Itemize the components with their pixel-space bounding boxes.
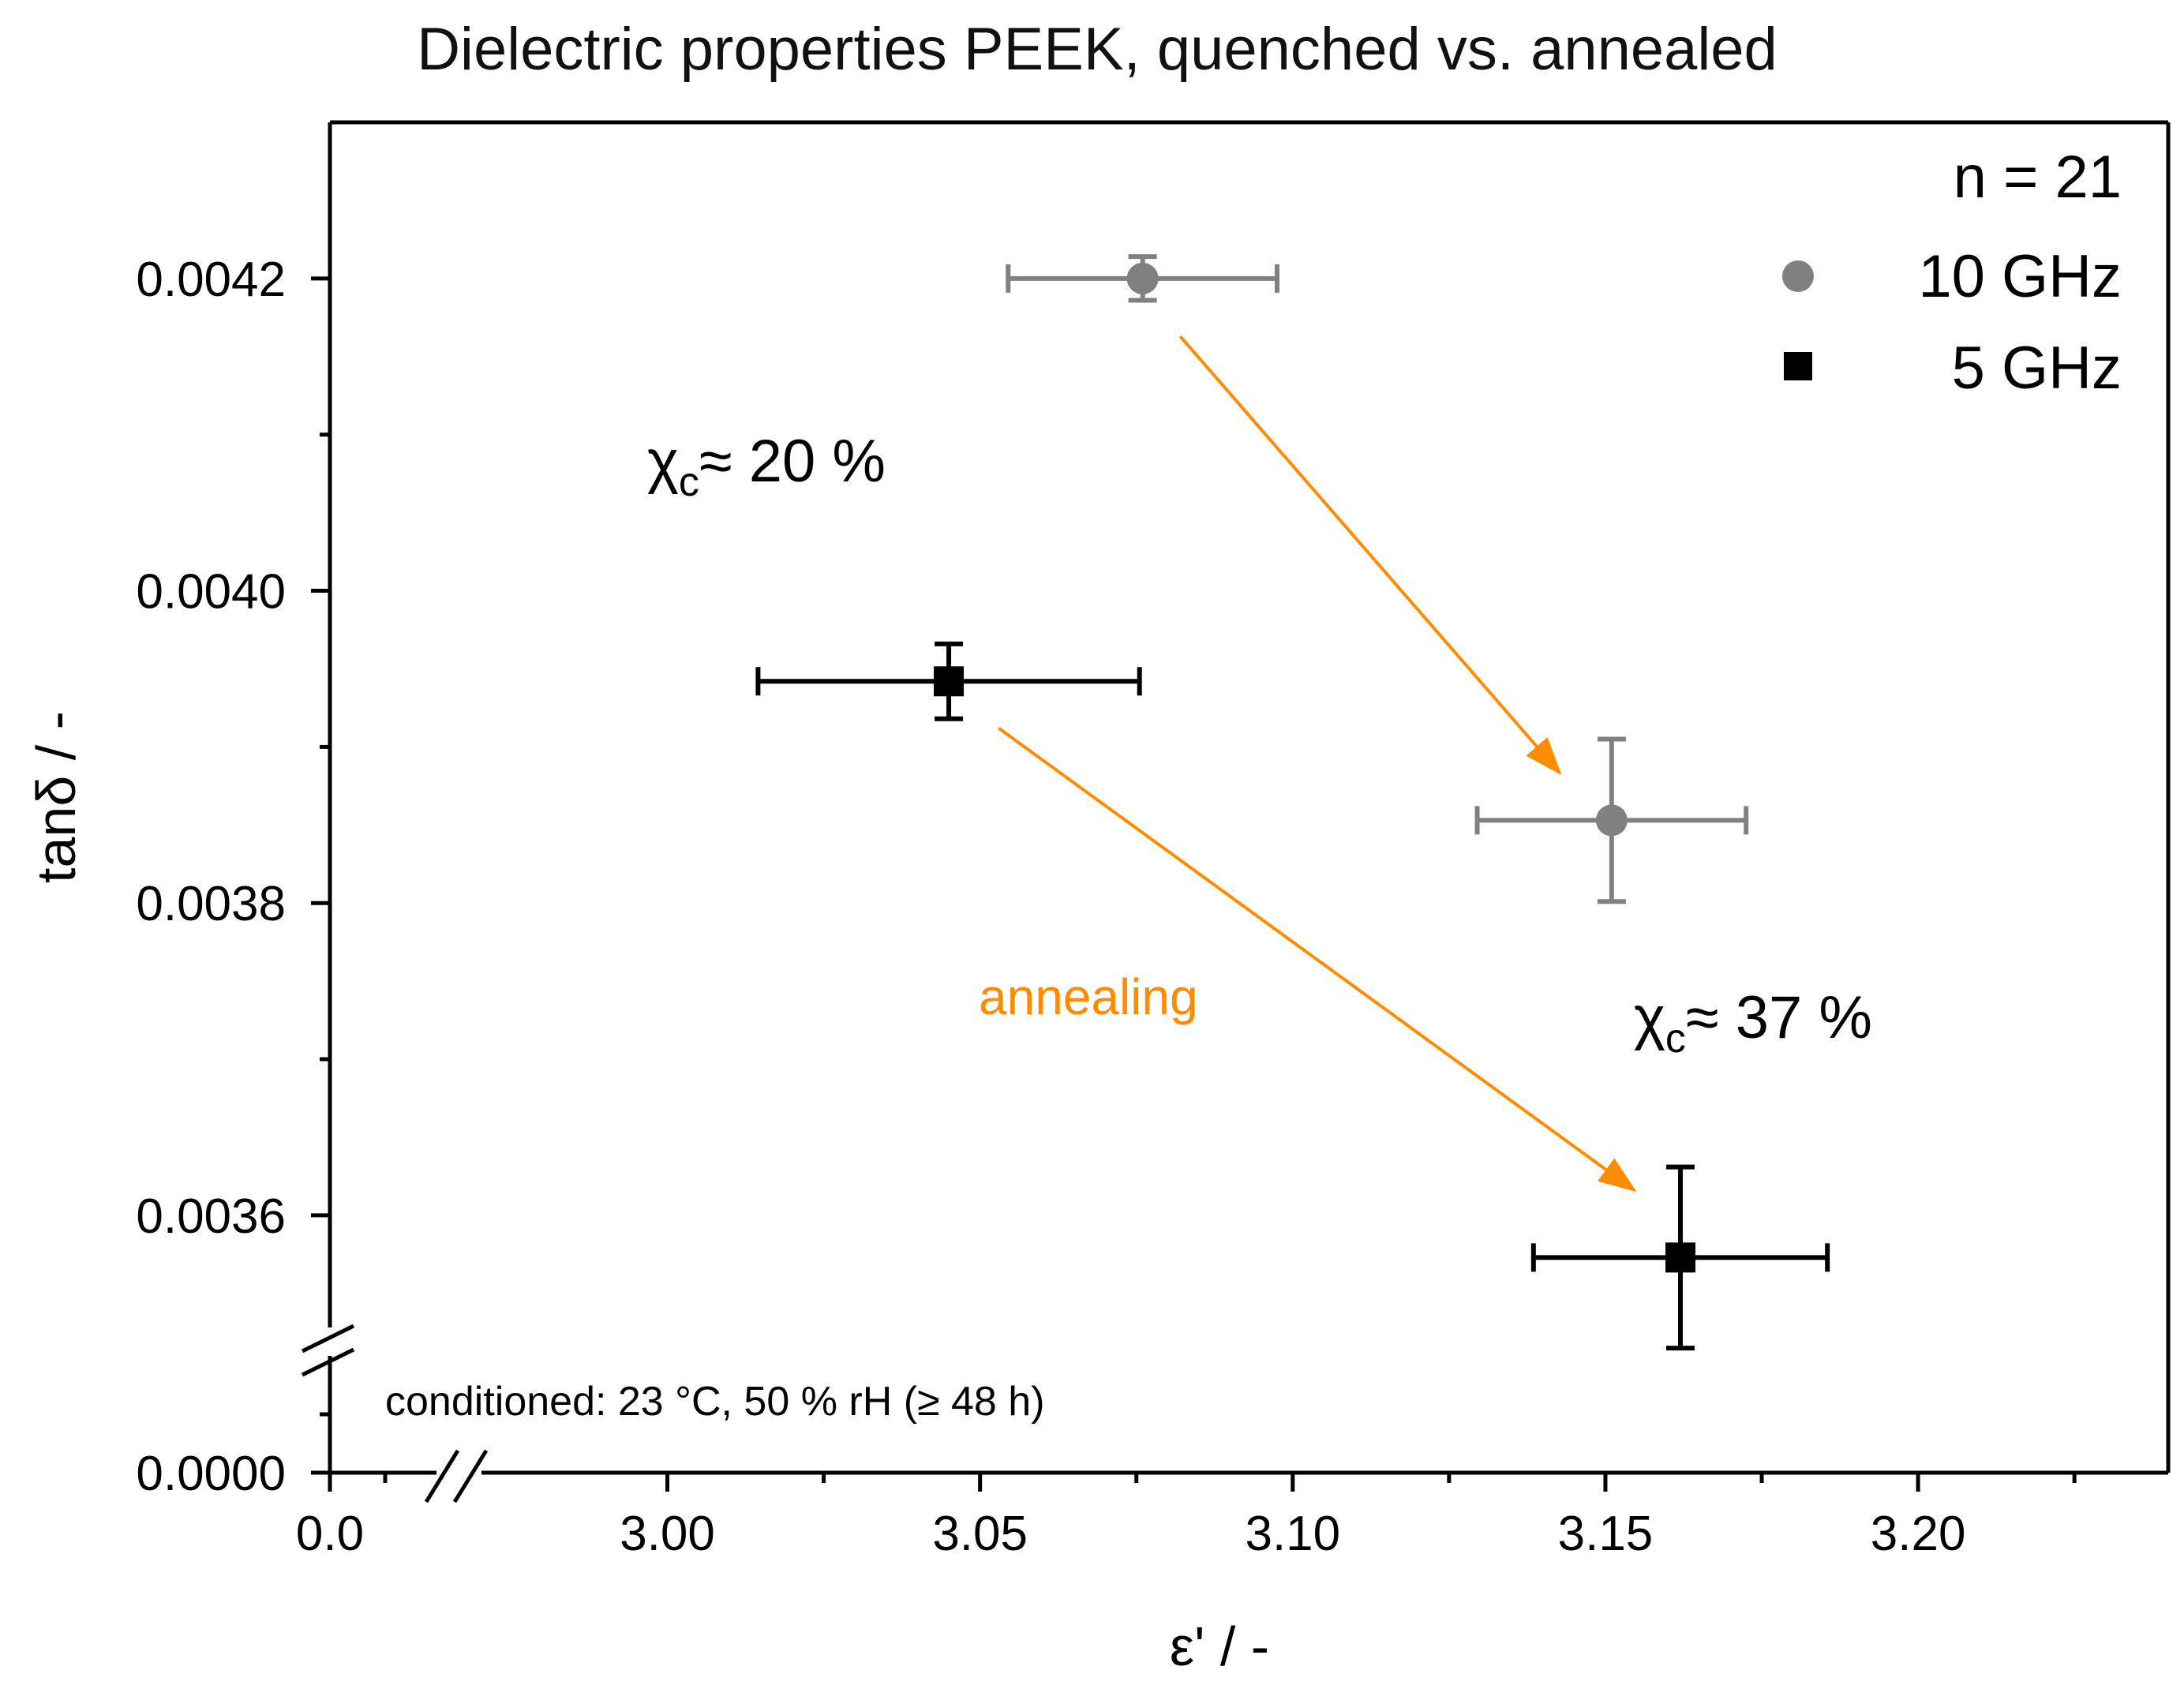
- x-tick-label: 0.0: [296, 1507, 364, 1561]
- x-axis-break-mark: [452, 1449, 489, 1503]
- chi-symbol: χ: [647, 428, 679, 495]
- marker-square: [934, 666, 965, 697]
- marker-circle: [1126, 262, 1159, 294]
- marker-square: [1665, 1242, 1696, 1273]
- legend-marker-10ghz: [1782, 260, 1814, 292]
- quenched-crystallinity-label: χc≈ 20 %: [647, 428, 886, 505]
- tick-labels: 0.0 3.00 3.05 3.10 3.15 3.20 0.0000 0.0036 0.003…: [136, 253, 1965, 1561]
- data-point-10ghz: [1006, 254, 1280, 303]
- x-tick-label: 3.05: [932, 1507, 1028, 1561]
- marker-circle: [1595, 804, 1628, 837]
- legend-marker-5ghz: [1784, 352, 1812, 380]
- legend-label-10ghz: 10 GHz: [1918, 243, 2122, 310]
- data-point-10ghz: [1474, 736, 1749, 904]
- chi-symbol: χ: [1634, 984, 1665, 1051]
- x-tick-label: 3.15: [1558, 1507, 1654, 1561]
- annealing-arrow-head: [1526, 736, 1562, 776]
- x-axis-break-mark: [424, 1449, 460, 1503]
- x-tick-label: 3.20: [1871, 1507, 1966, 1561]
- tick-marks: [311, 276, 2077, 1492]
- data-point-5ghz: [1530, 1164, 1830, 1351]
- conditions-note: conditioned: 23 °C, 50 % rH (≥ 48 h): [385, 1379, 1045, 1425]
- y-axis-break-mark: [301, 1347, 355, 1377]
- x-axis-label: ε' / -: [1170, 1616, 1269, 1677]
- legend-title: n = 21: [1954, 144, 2122, 211]
- axes: [301, 120, 2171, 1503]
- legend: n = 21 10 GHz 5 GHz: [1782, 144, 2122, 402]
- y-tick-label: 0.0000: [136, 1447, 286, 1501]
- annealing-arrow-shaft: [1178, 335, 1538, 748]
- annealed-crystallinity-label: χc≈ 37 %: [1634, 984, 1872, 1062]
- x-tick-label: 3.00: [620, 1507, 715, 1561]
- y-tick-label: 0.0036: [136, 1189, 286, 1244]
- chi-subscript: c: [1665, 1016, 1686, 1062]
- chart-title: Dielectric properties PEEK, quenched vs.…: [417, 16, 1778, 83]
- crystallinity-value: ≈ 20 %: [699, 428, 886, 495]
- y-axis-label: tanδ / -: [25, 711, 87, 883]
- chi-subscript: c: [679, 459, 699, 505]
- legend-label-5ghz: 5 GHz: [1952, 335, 2122, 402]
- y-tick-label: 0.0038: [136, 877, 286, 931]
- annealing-arrow-head: [1598, 1158, 1637, 1193]
- annealing-arrows: [998, 335, 1637, 1193]
- data-series: [755, 254, 1830, 1351]
- annealing-label: annealing: [979, 968, 1198, 1025]
- annealing-arrow-shaft: [998, 727, 1607, 1171]
- data-point-5ghz: [755, 641, 1142, 721]
- y-tick-label: 0.0040: [136, 565, 286, 620]
- y-tick-label: 0.0042: [136, 253, 286, 307]
- x-tick-label: 3.10: [1245, 1507, 1340, 1561]
- y-axis-break-mark: [301, 1324, 355, 1354]
- crystallinity-value: ≈ 37 %: [1686, 984, 1872, 1051]
